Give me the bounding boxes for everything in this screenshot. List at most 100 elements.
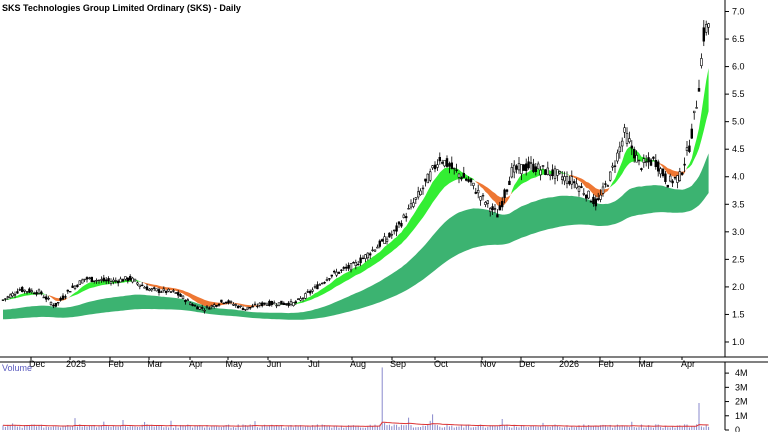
candle-body [450, 162, 453, 169]
candle-body [356, 263, 360, 266]
candle-body [431, 165, 434, 169]
candle-body [361, 257, 365, 260]
candle-body [4, 298, 7, 300]
candle-body [201, 307, 204, 309]
candle-body [486, 200, 489, 204]
candle-body [133, 278, 137, 282]
candle-body [59, 297, 62, 301]
candle-body [280, 300, 283, 305]
candle-body [320, 282, 324, 285]
month-label: Mar [147, 359, 163, 369]
candle-body [644, 161, 648, 163]
candle-body [421, 187, 425, 190]
candle-body [404, 216, 408, 219]
candle-body [673, 176, 677, 179]
candle-body [253, 303, 257, 306]
candle-body [397, 221, 401, 225]
candle-body [517, 163, 521, 171]
candle-body [205, 306, 209, 308]
candle-body [632, 148, 636, 159]
candle-body [114, 280, 118, 282]
candle-body [335, 271, 338, 276]
candle-body [198, 306, 201, 310]
candle-body [260, 302, 264, 307]
candle-body [340, 269, 343, 271]
volume-tick-label: 0 [735, 425, 740, 432]
candle-body [186, 299, 189, 301]
candle-body [594, 198, 598, 207]
candle-body [402, 214, 405, 218]
candle-body [13, 294, 17, 296]
candle-body [191, 304, 194, 307]
candle-body [438, 157, 441, 162]
candle-body [289, 301, 293, 305]
candle-body [467, 179, 470, 182]
candle-body [563, 176, 566, 182]
candle-body [678, 171, 682, 181]
candle-body [16, 291, 19, 294]
candle-body [184, 299, 187, 303]
candle-body [56, 301, 60, 304]
price-tick-label: 7.0 [732, 7, 745, 17]
candle-body [6, 296, 10, 298]
candle-body [440, 162, 444, 164]
candle-body [251, 305, 254, 308]
candle-body [85, 277, 89, 280]
candle-body [529, 162, 533, 164]
candle-body [311, 289, 314, 292]
candle-body [704, 24, 708, 33]
price-tick-label: 4.5 [732, 144, 745, 154]
candle-body [18, 289, 21, 291]
candle-body [575, 183, 578, 189]
candle-body [225, 301, 228, 304]
price-tick-label: 4.0 [732, 172, 745, 182]
candle-body [71, 285, 74, 288]
candle-body [301, 297, 305, 300]
candle-body [316, 284, 319, 290]
candle-body [249, 306, 252, 309]
candle-body [544, 169, 547, 176]
candle-body [560, 176, 564, 180]
candle-body [680, 172, 684, 175]
month-label: 2025 [66, 359, 86, 369]
candle-body [464, 178, 468, 181]
candle-body [241, 308, 245, 311]
candle-body [9, 294, 12, 299]
short-term-band-down [569, 175, 611, 198]
month-label: May [225, 359, 243, 369]
candle-body [32, 292, 36, 295]
candle-body [416, 191, 420, 198]
candle-body [246, 306, 249, 310]
candle-body [697, 88, 701, 92]
candle-body [582, 193, 586, 195]
candle-body [323, 281, 326, 284]
long-term-band [3, 153, 709, 320]
candle-body [244, 308, 247, 311]
candle-body [592, 196, 595, 205]
candle-body [628, 138, 631, 143]
candle-body [692, 110, 696, 114]
candle-body [620, 140, 624, 147]
candle-body [179, 294, 182, 297]
candle-body [54, 302, 58, 307]
month-label: Oct [434, 359, 449, 369]
month-label: Apr [681, 359, 695, 369]
candle-body [1, 299, 5, 301]
candle-body [664, 173, 667, 182]
candle-body [570, 176, 574, 185]
candle-body [126, 277, 130, 282]
candle-body [652, 156, 655, 159]
candle-body [373, 249, 377, 252]
candle-body [325, 279, 329, 282]
candle-body [258, 302, 261, 306]
candle-body [232, 304, 235, 306]
volume-tick-label: 2M [735, 397, 748, 407]
candle-body [565, 176, 569, 184]
candle-body [635, 155, 638, 163]
month-label: Jun [267, 359, 282, 369]
candle-body [318, 284, 321, 286]
candle-body [28, 288, 31, 293]
candle-body [282, 302, 285, 306]
candle-body [172, 290, 175, 292]
candle-body [66, 289, 70, 292]
